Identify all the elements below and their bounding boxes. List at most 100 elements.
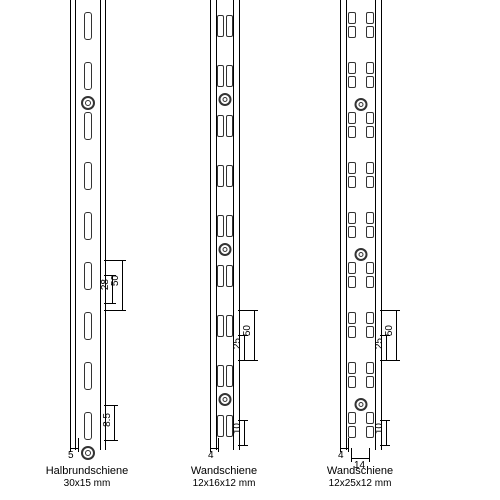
dim-label: 10	[374, 423, 385, 434]
dim-label: 8.5	[102, 413, 113, 427]
mounting-hole	[81, 96, 95, 110]
slot	[84, 112, 92, 140]
dim-label: 5	[68, 450, 74, 461]
slot-pair	[341, 62, 381, 72]
dim-extension	[104, 405, 114, 406]
slot	[84, 212, 92, 240]
slot	[84, 62, 92, 90]
caption-title: Wandschiene	[180, 465, 268, 478]
dim-label: 4	[338, 450, 344, 461]
dim-extension	[104, 260, 122, 261]
dim-extension	[380, 360, 386, 361]
dim-extension	[104, 303, 112, 304]
dim-extension	[351, 448, 352, 458]
slot-pair	[341, 126, 381, 136]
dim-extension	[351, 458, 369, 459]
slot-pair	[211, 215, 239, 235]
dim-extension	[238, 360, 244, 361]
dim-extension	[238, 420, 244, 421]
slot	[84, 412, 92, 440]
slot	[84, 162, 92, 190]
dim-extension	[112, 275, 113, 303]
mounting-hole	[355, 398, 368, 411]
dim-label: 4	[208, 450, 214, 461]
dim-extension	[70, 448, 78, 449]
dim-extension	[369, 448, 370, 458]
slot-pair	[211, 65, 239, 85]
dim-extension	[70, 438, 71, 448]
dim-extension	[380, 420, 386, 421]
rail-wand16	[210, 0, 240, 450]
slot-pair	[341, 262, 381, 272]
slot-pair	[341, 412, 381, 422]
mounting-hole	[219, 243, 232, 256]
dim-extension	[104, 440, 114, 441]
mounting-hole	[219, 393, 232, 406]
slot-pair	[211, 315, 239, 335]
slot-pair	[341, 362, 381, 372]
caption-sub: 30x15 mm	[40, 478, 134, 490]
caption-title: Wandschiene	[310, 465, 410, 478]
dim-extension	[380, 310, 396, 311]
dim-extension	[340, 438, 341, 448]
dim-extension	[210, 438, 211, 448]
slot-pair	[341, 26, 381, 36]
slot-pair	[341, 326, 381, 336]
mounting-hole	[355, 98, 368, 111]
slot-pair	[341, 162, 381, 172]
slot-pair	[211, 265, 239, 285]
slot	[84, 362, 92, 390]
slot	[84, 262, 92, 290]
caption-sub: 12x16x12 mm	[180, 478, 268, 490]
dim-extension	[238, 335, 244, 336]
dim-extension	[244, 420, 245, 445]
slot-pair	[341, 226, 381, 236]
mounting-hole	[355, 248, 368, 261]
slot-pair	[211, 165, 239, 185]
dim-extension	[380, 445, 386, 446]
slot-pair	[341, 76, 381, 86]
dim-label: 28	[100, 279, 111, 290]
caption-title: Halbrundschiene	[40, 465, 134, 478]
dim-extension	[218, 438, 219, 448]
dim-extension	[238, 310, 254, 311]
slot-pair	[211, 15, 239, 35]
dim-label: 25	[232, 338, 243, 349]
slot	[84, 312, 92, 340]
rail-caption: Wandschiene12x16x12 mm	[180, 465, 268, 490]
slot-pair	[341, 212, 381, 222]
dim-label: 10	[232, 423, 243, 434]
slot-pair	[341, 376, 381, 386]
dim-extension	[386, 420, 387, 445]
dim-extension	[348, 438, 349, 448]
mounting-hole	[219, 93, 232, 106]
dim-extension	[254, 310, 255, 360]
slot-pair	[341, 12, 381, 22]
dim-extension	[122, 260, 123, 310]
dim-label: 25	[374, 338, 385, 349]
slot-pair	[341, 112, 381, 122]
dim-extension	[104, 310, 122, 311]
caption-sub: 12x25x12 mm	[310, 478, 410, 490]
slot-pair	[341, 276, 381, 286]
rail-halbrund	[70, 0, 106, 450]
slot	[84, 12, 92, 40]
dim-extension	[396, 310, 397, 360]
slot-pair	[341, 312, 381, 322]
dim-extension	[104, 275, 112, 276]
dim-extension	[380, 335, 386, 336]
dim-extension	[210, 448, 218, 449]
mounting-hole	[81, 446, 95, 460]
dim-extension	[340, 448, 348, 449]
slot-pair	[211, 115, 239, 135]
dim-extension	[386, 335, 387, 360]
slot-pair	[211, 365, 239, 385]
dim-extension	[78, 438, 79, 448]
rail-caption: Halbrundschiene30x15 mm	[40, 465, 134, 490]
dim-extension	[238, 445, 244, 446]
dim-extension	[114, 405, 115, 440]
dim-extension	[244, 335, 245, 360]
slot-pair	[341, 176, 381, 186]
rail-caption: Wandschiene12x25x12 mm	[310, 465, 410, 490]
rail-wand25	[340, 0, 382, 450]
